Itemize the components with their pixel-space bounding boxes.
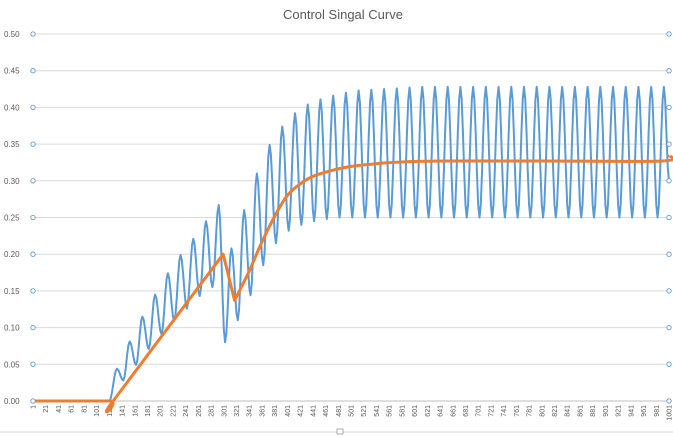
x-tick-label: 621 xyxy=(425,405,432,417)
axis-handle-left[interactable] xyxy=(30,68,36,74)
series-group xyxy=(33,85,673,414)
axis-handle-left[interactable] xyxy=(30,178,36,184)
x-tick-label: 941 xyxy=(628,405,635,417)
x-tick-label: 241 xyxy=(183,405,190,417)
axis-handle-left[interactable] xyxy=(30,398,36,404)
x-tick-label: 321 xyxy=(234,405,241,417)
x-tick-label: 661 xyxy=(450,405,457,417)
axis-handle-right[interactable] xyxy=(666,324,672,331)
chart-title: Control Singal Curve xyxy=(283,7,403,22)
x-tick-label: 821 xyxy=(552,405,559,417)
y-axis-ticks: 0.00 0.05 0.10 0.15 0.20 0.25 0.30 0.35 0.40 0.45… xyxy=(4,30,20,406)
x-tick-label: 41 xyxy=(56,405,63,413)
axis-handle-right[interactable] xyxy=(666,398,672,404)
x-axis-ticks: 1 21 41 61 81 101 121 141 161 181 201 221 241 261 281 3… xyxy=(31,405,673,421)
x-tick-label: 141 xyxy=(120,405,127,417)
x-tick-label: 701 xyxy=(476,405,483,417)
axis-handle-left[interactable] xyxy=(30,361,36,367)
x-tick-label: 301 xyxy=(221,405,228,417)
axis-handle-left[interactable] xyxy=(30,31,36,37)
x-tick-label: 21 xyxy=(43,405,50,413)
axis-handle-right[interactable] xyxy=(666,288,672,294)
x-tick-label: 281 xyxy=(209,405,216,417)
x-tick-label: 521 xyxy=(361,405,368,417)
axis-handle-right[interactable] xyxy=(666,251,672,257)
y-tick-label: 0.10 xyxy=(4,324,20,333)
x-tick-label: 681 xyxy=(463,405,470,417)
axis-handle-right[interactable] xyxy=(666,31,672,37)
x-tick-label: 801 xyxy=(539,405,546,417)
x-tick-label: 761 xyxy=(514,405,521,417)
x-tick-label: 1001 xyxy=(667,405,673,421)
x-tick-label: 901 xyxy=(603,405,610,417)
axis-handle-left[interactable] xyxy=(30,104,36,111)
x-tick-label: 581 xyxy=(399,405,406,417)
series-line-control-signal xyxy=(33,85,670,402)
x-tick-label: 201 xyxy=(158,405,165,417)
axis-handle-right[interactable] xyxy=(666,178,672,184)
axis-handle-left[interactable] xyxy=(30,324,36,331)
x-tick-label: 61 xyxy=(69,405,76,413)
x-tick-label: 921 xyxy=(616,405,623,417)
x-tick-label: 881 xyxy=(590,405,597,417)
x-tick-label: 221 xyxy=(170,405,177,417)
series-line-setpoint xyxy=(33,153,673,414)
x-tick-label: 81 xyxy=(81,405,88,413)
x-tick-label: 101 xyxy=(94,405,101,417)
x-tick-label: 501 xyxy=(349,405,356,417)
axis-handle-left[interactable] xyxy=(30,214,36,221)
axis-handle-left[interactable] xyxy=(30,141,36,147)
y-tick-label: 0.00 xyxy=(4,397,20,406)
y-tick-label: 0.40 xyxy=(4,103,20,112)
x-tick-label: 961 xyxy=(641,405,648,417)
axis-handle-right[interactable] xyxy=(666,68,672,74)
x-tick-label: 541 xyxy=(374,405,381,417)
y-tick-label: 0.45 xyxy=(4,67,20,76)
y-tick-label: 0.15 xyxy=(4,287,20,296)
x-tick-label: 741 xyxy=(501,405,508,417)
x-tick-label: 261 xyxy=(196,405,203,417)
x-tick-label: 161 xyxy=(132,405,139,417)
y-tick-label: 0.35 xyxy=(4,140,20,149)
x-tick-label: 361 xyxy=(259,405,266,417)
x-tick-label: 421 xyxy=(298,405,305,417)
x-tick-label: 481 xyxy=(336,405,343,417)
resize-handle[interactable] xyxy=(336,428,344,435)
axis-handle-right[interactable] xyxy=(666,104,672,111)
x-tick-label: 461 xyxy=(323,405,330,417)
axis-handle-left[interactable] xyxy=(30,251,36,257)
y-tick-label: 0.30 xyxy=(4,177,20,186)
x-tick-label: 981 xyxy=(654,405,661,417)
x-tick-label: 381 xyxy=(272,405,279,417)
selection-handles[interactable] xyxy=(30,31,672,404)
y-tick-label: 0.25 xyxy=(4,214,20,223)
x-tick-label: 641 xyxy=(438,405,445,417)
x-tick-label: 441 xyxy=(310,405,317,417)
axis-handle-right[interactable] xyxy=(666,141,672,147)
x-tick-label: 341 xyxy=(247,405,254,417)
y-tick-label: 0.05 xyxy=(4,360,20,369)
y-tick-label: 0.20 xyxy=(4,250,20,259)
x-tick-label: 561 xyxy=(387,405,394,417)
x-tick-label: 841 xyxy=(565,405,572,417)
x-tick-label: 601 xyxy=(412,405,419,417)
x-tick-label: 721 xyxy=(488,405,495,417)
x-tick-label: 781 xyxy=(527,405,534,417)
y-tick-label: 0.50 xyxy=(4,30,20,39)
x-tick-label: 861 xyxy=(577,405,584,417)
axis-handle-left[interactable] xyxy=(30,288,36,294)
x-tick-label: 1 xyxy=(31,405,38,409)
axis-handle-right[interactable] xyxy=(666,361,672,367)
x-tick-label: 401 xyxy=(285,405,292,417)
x-tick-label: 181 xyxy=(145,405,152,417)
axis-handle-right[interactable] xyxy=(666,214,672,221)
